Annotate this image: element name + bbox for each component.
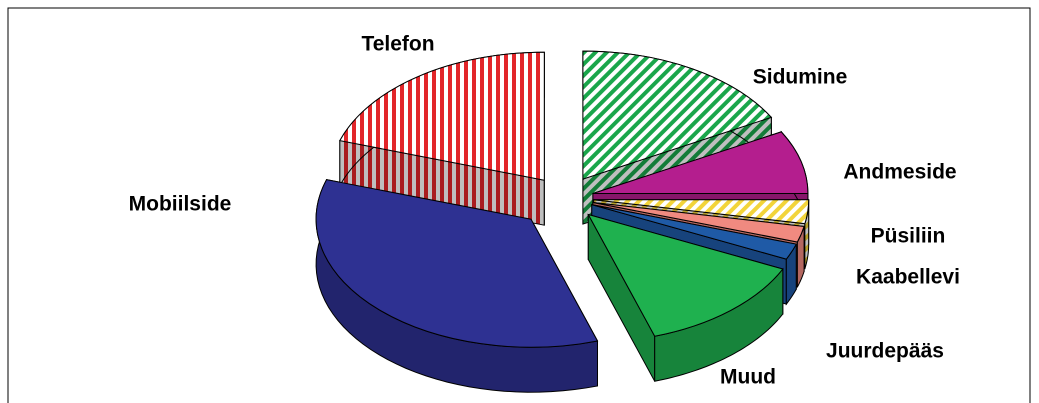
slice-label: Muud xyxy=(720,366,776,389)
chart-frame xyxy=(7,7,1031,403)
slice-label: Mobiilside xyxy=(129,193,232,216)
pie-slice xyxy=(592,131,809,195)
pie-slice xyxy=(587,213,784,337)
pie-slice xyxy=(592,201,805,243)
slice-label: Andmeside xyxy=(843,161,956,184)
slice-shade xyxy=(654,269,783,382)
slice-shade xyxy=(797,226,805,288)
pie-slice xyxy=(315,179,599,348)
slice-label: Püsiliin xyxy=(871,225,946,248)
slice-label: Telefon xyxy=(361,33,434,56)
slice-shade xyxy=(588,214,655,382)
pie-slice xyxy=(591,204,798,260)
slice-label: Sidumine xyxy=(753,66,848,89)
pie-slice xyxy=(593,199,810,225)
slice-shade xyxy=(339,140,545,226)
slice-shade xyxy=(316,179,598,393)
slice-label: Juurdepääs xyxy=(826,340,944,363)
slice-shade xyxy=(786,244,797,305)
pie-slice xyxy=(582,50,773,180)
slice-label: Kaabellevi xyxy=(856,266,960,289)
pie-slice xyxy=(339,51,545,181)
slice-shade xyxy=(804,199,809,269)
